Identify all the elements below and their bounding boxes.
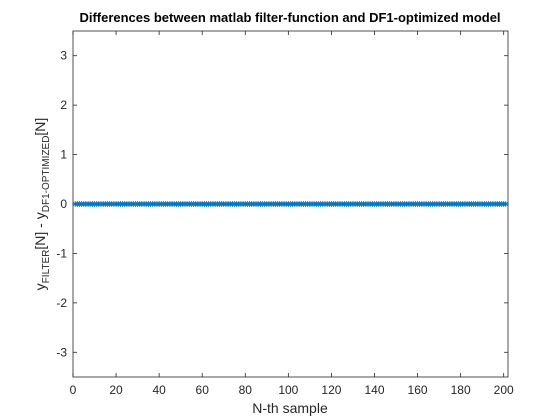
x-tick-label: 60 <box>196 383 210 397</box>
y-axis-label: yFILTER[N] - yDF1-OPTIMIZED[N] <box>32 118 52 291</box>
data-series <box>72 201 509 207</box>
y-tick-label: 0 <box>60 197 67 211</box>
x-tick-label: 160 <box>408 383 428 397</box>
y-label-part2: [N] - y <box>32 212 48 249</box>
x-tick-label: 100 <box>278 383 298 397</box>
y-tick-label: 1 <box>60 148 67 162</box>
y-tick-label: -3 <box>56 345 67 359</box>
data-point-marker <box>502 201 509 207</box>
chart-title: Differences between matlab filter-functi… <box>79 10 500 25</box>
y-tick-label: 2 <box>60 98 67 112</box>
x-tick-label: 0 <box>70 383 77 397</box>
x-tick-label: 80 <box>239 383 253 397</box>
y-label-part1: y <box>32 283 48 290</box>
x-tick-label: 20 <box>109 383 123 397</box>
y-label-part3: [N] <box>32 118 48 136</box>
x-tick-label: 200 <box>494 383 514 397</box>
y-tick-label: -2 <box>56 296 67 310</box>
y-label-sub2: DF1-OPTIMIZED <box>41 136 52 213</box>
x-tick-label: 40 <box>152 383 166 397</box>
x-axis-label: N-th sample <box>252 400 328 416</box>
x-tick-label: 180 <box>451 383 471 397</box>
axis-ticks: 0 20 40 60 80 100 120 140 160 180 200 -3 -2 -1 0 1 2 3 <box>56 31 514 397</box>
x-tick-label: 140 <box>364 383 384 397</box>
y-tick-label: 3 <box>60 49 67 63</box>
x-tick-label: 120 <box>321 383 341 397</box>
y-label-sub1: FILTER <box>41 250 52 284</box>
y-tick-label: -1 <box>56 246 67 260</box>
